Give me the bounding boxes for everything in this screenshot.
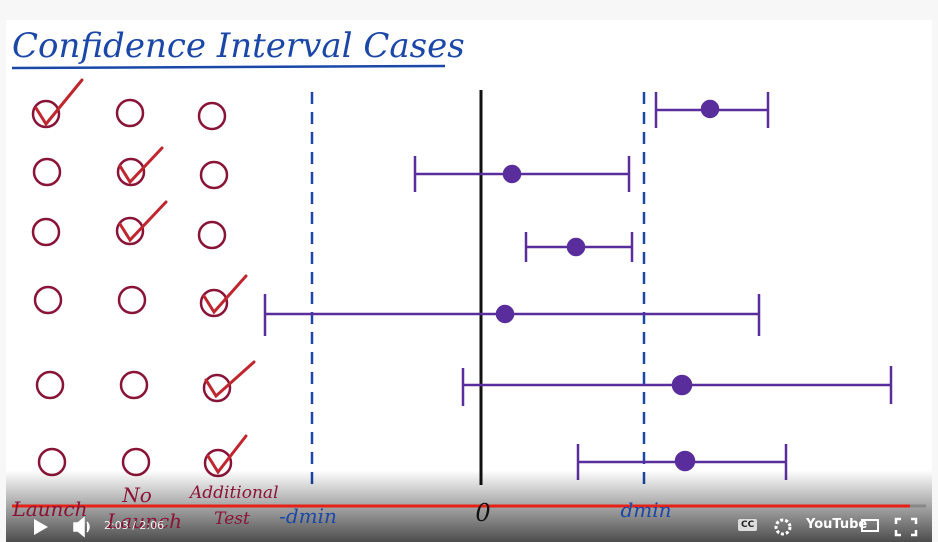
play-button[interactable] [34,519,48,535]
fullscreen-button[interactable] [894,517,918,537]
answer-label: No Launch [107,483,183,533]
whiteboard [6,20,932,542]
answer-circles [31,98,233,478]
title: Confidence Interval Cases [12,26,465,66]
settings-button[interactable] [774,518,792,536]
answer-label: Launch [12,497,88,521]
axis-label: dmin [620,498,672,522]
volume-button[interactable] [73,516,90,538]
captions-button[interactable]: CC [738,519,758,531]
confidence-intervals [263,92,893,480]
title-underline [11,64,446,70]
airplay-button[interactable] [861,519,879,532]
axis-label: -dmin [279,504,337,528]
youtube-logo[interactable]: YouTube [806,517,868,532]
axis-label: 0 [475,499,491,527]
time-display: 2:03 / 2:06 [104,519,165,532]
answer-label: Additional Test [190,483,279,529]
